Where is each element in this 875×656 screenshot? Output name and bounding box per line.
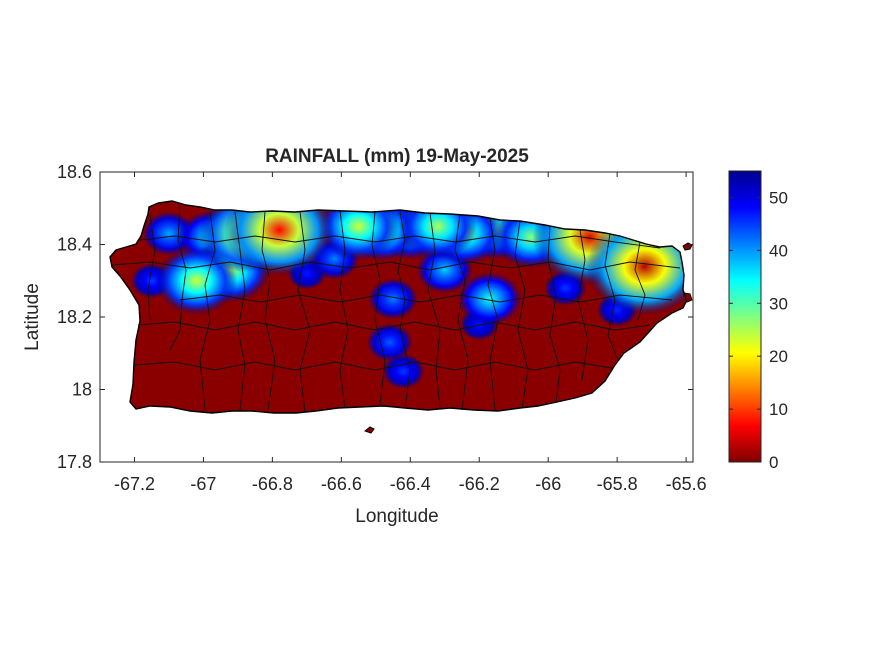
island-outline (109, 200, 688, 414)
colorbar-tick-label: 0 (769, 453, 778, 472)
municipal-boundary (397, 211, 411, 409)
colorbar: 0 10 20 30 40 50 (728, 170, 788, 472)
y-tick-label: 18.2 (57, 307, 92, 327)
x-tick-label: -65.8 (597, 474, 638, 494)
municipal-boundary (371, 211, 386, 406)
municipal-boundary (604, 233, 619, 361)
x-tick-label: -66.6 (321, 474, 362, 494)
rainfall-field (110, 201, 687, 413)
x-axis: -67.2 -67 -66.8 -66.6 -66.4 -66.2 -66 -65.8 -65.… (114, 172, 707, 494)
x-tick-label: -67.2 (114, 474, 155, 494)
x-tick-label: -65.6 (666, 474, 707, 494)
municipal-boundary (547, 225, 561, 403)
rain-cell (368, 278, 418, 320)
x-tick-label: -66.4 (390, 474, 431, 494)
x-axis-label: Longitude (355, 506, 438, 527)
municipal-boundary (199, 211, 216, 411)
x-tick-label: -66.8 (252, 474, 293, 494)
municipal-boundary (427, 212, 441, 409)
east-islets (683, 292, 693, 303)
x-tick-label: -66.2 (459, 474, 500, 494)
colorbar-tick-label: 40 (769, 241, 788, 260)
municipal-boundary (137, 321, 651, 331)
colorbar-tick-label: 10 (769, 400, 788, 419)
y-axis: 17.8 18 18.2 18.4 18.6 (57, 162, 693, 472)
rain-cell (366, 323, 413, 362)
map-layer (109, 200, 693, 434)
caja-de-muertos-island (363, 426, 375, 434)
y-tick-label: 18.6 (57, 162, 92, 182)
municipal-boundary (169, 204, 187, 351)
municipal-boundary (454, 213, 469, 411)
municipal-boundary (634, 241, 646, 321)
municipal-boundary (514, 220, 529, 409)
municipal-boundary (297, 211, 311, 413)
x-tick-label: -67 (190, 474, 216, 494)
municipal-boundary (577, 229, 589, 381)
y-tick-label: 18.4 (57, 235, 92, 255)
municipal-boundary (111, 261, 681, 271)
municipal-boundaries (111, 204, 681, 413)
x-tick-label: -66 (535, 474, 561, 494)
municipal-boundary (261, 211, 276, 411)
y-tick-label: 17.8 (57, 452, 92, 472)
municipal-boundary (133, 361, 613, 371)
colorbar-tick-label: 20 (769, 347, 788, 366)
rain-cell (457, 272, 522, 326)
municipal-boundary (147, 214, 156, 321)
y-axis-label: Latitude (22, 283, 43, 351)
colorbar-tick-label: 30 (769, 294, 788, 313)
municipal-boundary (487, 217, 499, 411)
municipal-boundary (339, 210, 349, 409)
municipal-boundary (234, 211, 246, 411)
chart-title: RAINFALL (mm) 19-May-2025 (265, 146, 529, 167)
y-tick-label: 18 (72, 380, 92, 400)
colorbar-gradient (728, 170, 762, 463)
municipal-boundary (179, 294, 673, 303)
colorbar-tick-label: 50 (769, 188, 788, 207)
municipal-boundary (139, 235, 661, 249)
